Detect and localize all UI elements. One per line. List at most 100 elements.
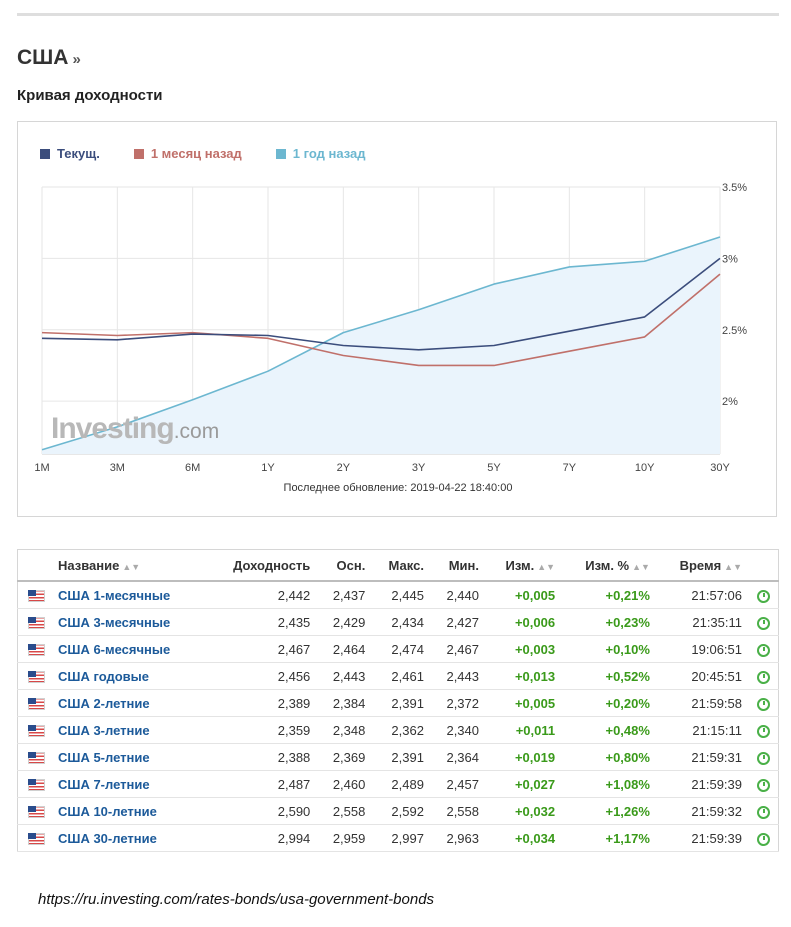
legend-item-current[interactable]: Текущ. (40, 146, 100, 161)
col-header-high[interactable]: Макс. (371, 549, 430, 582)
cell-chg-pct: +1,17% (561, 824, 656, 852)
x-tick-label: 5Y (487, 462, 501, 474)
cell-yield: 2,389 (206, 689, 317, 717)
sort-icon: ▲▼ (537, 561, 556, 572)
legend-item-month-ago[interactable]: 1 месяц назад (133, 146, 242, 161)
cell-time: 21:59:39 (655, 770, 748, 798)
col-header-time[interactable]: Время ▲▼ (655, 549, 748, 582)
col-header-base[interactable]: Осн. (316, 549, 372, 582)
cell-base: 2,384 (316, 689, 372, 717)
last-update-note: Последнее обновление: 2019-04-22 18:40:0… (283, 482, 513, 494)
col-header-yield[interactable]: Доходность (206, 549, 317, 582)
bond-name-link[interactable]: США 10-летние (50, 797, 207, 825)
us-flag-icon-cell (17, 635, 50, 663)
cell-high: 2,489 (371, 770, 430, 798)
clock-icon-cell (748, 797, 779, 825)
us-flag-icon (28, 671, 45, 684)
table-row[interactable]: США 1-месячные 2,442 2,437 2,445 2,440 +0,005… (17, 581, 779, 609)
sort-icon: ▲▼ (122, 561, 141, 572)
bond-name-link[interactable]: США 30-летние (50, 824, 207, 852)
bond-name-link[interactable]: США 7-летние (50, 770, 207, 798)
clock-icon-cell (748, 689, 779, 717)
cell-time: 21:59:31 (655, 743, 748, 771)
legend-swatch-current (40, 148, 50, 159)
table-row[interactable]: США годовые 2,456 2,443 2,461 2,443 +0,013 +0,… (17, 662, 779, 690)
clock-icon-cell (748, 635, 779, 663)
cell-chg: +0,032 (485, 797, 562, 825)
page-title-text: США (17, 46, 69, 69)
cell-chg-pct: +0,21% (561, 581, 656, 609)
table-row[interactable]: США 30-летние 2,994 2,959 2,997 2,963 +0,034 +… (17, 824, 779, 852)
page-title[interactable]: США» (17, 46, 81, 70)
bond-name-link[interactable]: США 3-месячные (50, 608, 207, 636)
cell-chg-pct: +0,52% (561, 662, 656, 690)
x-tick-label: 10Y (635, 462, 655, 474)
y-tick-label: 2.5% (722, 325, 747, 337)
cell-base: 2,429 (316, 608, 372, 636)
cell-time: 20:45:51 (655, 662, 748, 690)
cell-time: 21:57:06 (655, 581, 748, 609)
clock-icon-cell (748, 743, 779, 771)
cell-high: 2,997 (371, 824, 430, 852)
cell-chg: +0,003 (485, 635, 562, 663)
cell-base: 2,437 (316, 581, 372, 609)
investing-watermark-logo: Investing.com (51, 412, 219, 446)
series-line-1 (41, 273, 721, 367)
cell-yield: 2,442 (206, 581, 317, 609)
bond-name-link[interactable]: США 3-летние (50, 716, 207, 744)
cell-high: 2,391 (371, 689, 430, 717)
cell-chg-pct: +0,23% (561, 608, 656, 636)
table-row[interactable]: США 5-летние 2,388 2,369 2,391 2,364 +0,019 +0… (17, 743, 779, 771)
cell-chg: +0,019 (485, 743, 562, 771)
cell-chg-pct: +0,20% (561, 689, 656, 717)
yield-curve-chart: 2% 2.5% 3% 3.5% 1M 3M 6M 1Y 2Y 3Y 5Y 7Y 10Y 30Y Текущ… (17, 121, 777, 517)
col-header-name[interactable]: Название ▲▼ (17, 549, 207, 582)
col-header-base-label: Осн. (336, 557, 366, 573)
y-tick-label: 2% (722, 396, 738, 408)
legend-swatch-year-ago (275, 148, 286, 159)
table-row[interactable]: США 10-летние 2,590 2,558 2,592 2,558 +0,032 +… (17, 797, 779, 825)
x-tick-label: 6M (185, 462, 200, 474)
col-header-chg-pct[interactable]: Изм. % ▲▼ (561, 549, 656, 582)
cell-time: 21:59:39 (655, 824, 748, 852)
bond-name-link[interactable]: США 5-летние (50, 743, 207, 771)
cell-yield: 2,388 (206, 743, 317, 771)
cell-low: 2,340 (429, 716, 486, 744)
source-url[interactable]: https://ru.investing.com/rates-bonds/usa… (38, 891, 435, 908)
cell-chg-pct: +0,80% (561, 743, 656, 771)
bond-name-link[interactable]: США годовые (50, 662, 207, 690)
clock-icon (757, 724, 770, 738)
table-row[interactable]: США 6-месячные 2,467 2,464 2,474 2,467 +0,003… (17, 635, 779, 663)
us-flag-icon (28, 806, 45, 819)
cell-high: 2,391 (371, 743, 430, 771)
cell-chg: +0,006 (485, 608, 562, 636)
us-flag-icon-cell (17, 716, 50, 744)
clock-icon (757, 643, 770, 657)
cell-time: 21:59:32 (655, 797, 748, 825)
table-row[interactable]: США 3-месячные 2,435 2,429 2,434 2,427 +0,006… (17, 608, 779, 636)
cell-time: 21:59:58 (655, 689, 748, 717)
col-header-chg[interactable]: Изм. ▲▼ (485, 549, 562, 582)
cell-time: 21:35:11 (655, 608, 748, 636)
bond-name-link[interactable]: США 1-месячные (50, 581, 207, 609)
col-header-chg-label: Изм. (505, 557, 535, 573)
col-header-low[interactable]: Мин. (429, 549, 486, 582)
chart-plot: 2% 2.5% 3% 3.5% 1M 3M 6M 1Y 2Y 3Y 5Y 7Y 10Y 30Y (34, 182, 747, 474)
clock-icon (757, 805, 770, 819)
us-flag-icon (28, 590, 45, 603)
col-header-time-label: Время (679, 557, 722, 573)
cell-low: 2,558 (429, 797, 486, 825)
bond-name-link[interactable]: США 2-летние (50, 689, 207, 717)
table-row[interactable]: США 2-летние 2,389 2,384 2,391 2,372 +0,005 +0… (17, 689, 779, 717)
table-row[interactable]: США 7-летние 2,487 2,460 2,489 2,457 +0,027 +1… (17, 770, 779, 798)
bond-name-link[interactable]: США 6-месячные (50, 635, 207, 663)
cell-yield: 2,456 (206, 662, 317, 690)
us-flag-icon-cell (17, 770, 50, 798)
x-tick-label: 1Y (261, 462, 275, 474)
table-row[interactable]: США 3-летние 2,359 2,348 2,362 2,340 +0,011 +0… (17, 716, 779, 744)
clock-icon (757, 616, 770, 630)
cell-yield: 2,994 (206, 824, 317, 852)
x-tick-label: 7Y (563, 462, 577, 474)
us-flag-icon-cell (17, 689, 50, 717)
legend-item-year-ago[interactable]: 1 год назад (275, 146, 366, 161)
